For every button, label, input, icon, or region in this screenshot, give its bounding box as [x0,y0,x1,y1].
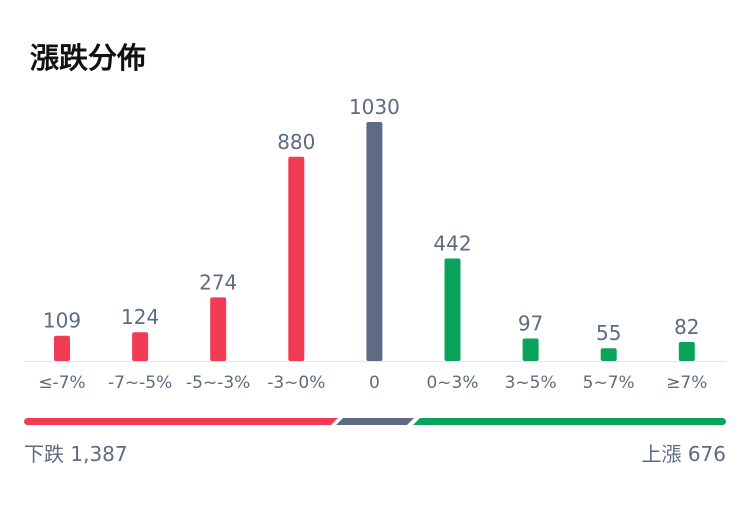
summary-up-segment [413,418,723,425]
bar-6 [444,258,461,361]
category-label-6: 0~3% [426,373,478,393]
chart-title: 漲跌分佈 [30,41,147,75]
category-label-3: -5~-3% [186,373,250,393]
summary-bar [24,418,726,425]
bar-2 [132,332,149,361]
category-label-1: ≤-7% [38,373,85,393]
bar-9 [678,341,695,361]
bar-value-label-3: 274 [199,270,237,294]
down-count-label: 下跌 1,387 [24,442,128,466]
category-label-4: -3~0% [267,373,325,393]
bar-value-label-7: 97 [518,311,543,335]
bars-layer: 109 ≤-7% 124 -7~-5% 274 -5~-3% 880 -3~0% 1030 0 44… [38,95,707,393]
summary-up-cap [719,418,726,425]
bar-value-label-2: 124 [121,305,159,329]
up-count-label: 上漲 676 [641,442,726,466]
bar-value-label-9: 82 [674,315,699,339]
bar-value-label-5: 1030 [349,95,400,119]
bar-value-label-6: 442 [433,231,471,255]
category-label-5: 0 [369,373,380,393]
category-label-9: ≥7% [666,373,707,393]
bar-7 [522,338,539,361]
bar-value-label-1: 109 [43,309,81,333]
summary-down-cap [24,418,31,425]
bar-1 [54,335,70,361]
summary-flat-segment [336,418,414,425]
bar-3 [210,297,227,361]
category-label-7: 3~5% [505,373,557,393]
category-label-2: -7~-5% [108,373,172,393]
bar-5 [366,122,383,361]
category-label-8: 5~7% [583,373,635,393]
bar-4 [288,156,305,361]
summary-down-segment [27,418,338,425]
bar-value-label-4: 880 [277,130,315,154]
bar-value-label-8: 55 [596,321,621,345]
bar-8 [600,348,617,361]
